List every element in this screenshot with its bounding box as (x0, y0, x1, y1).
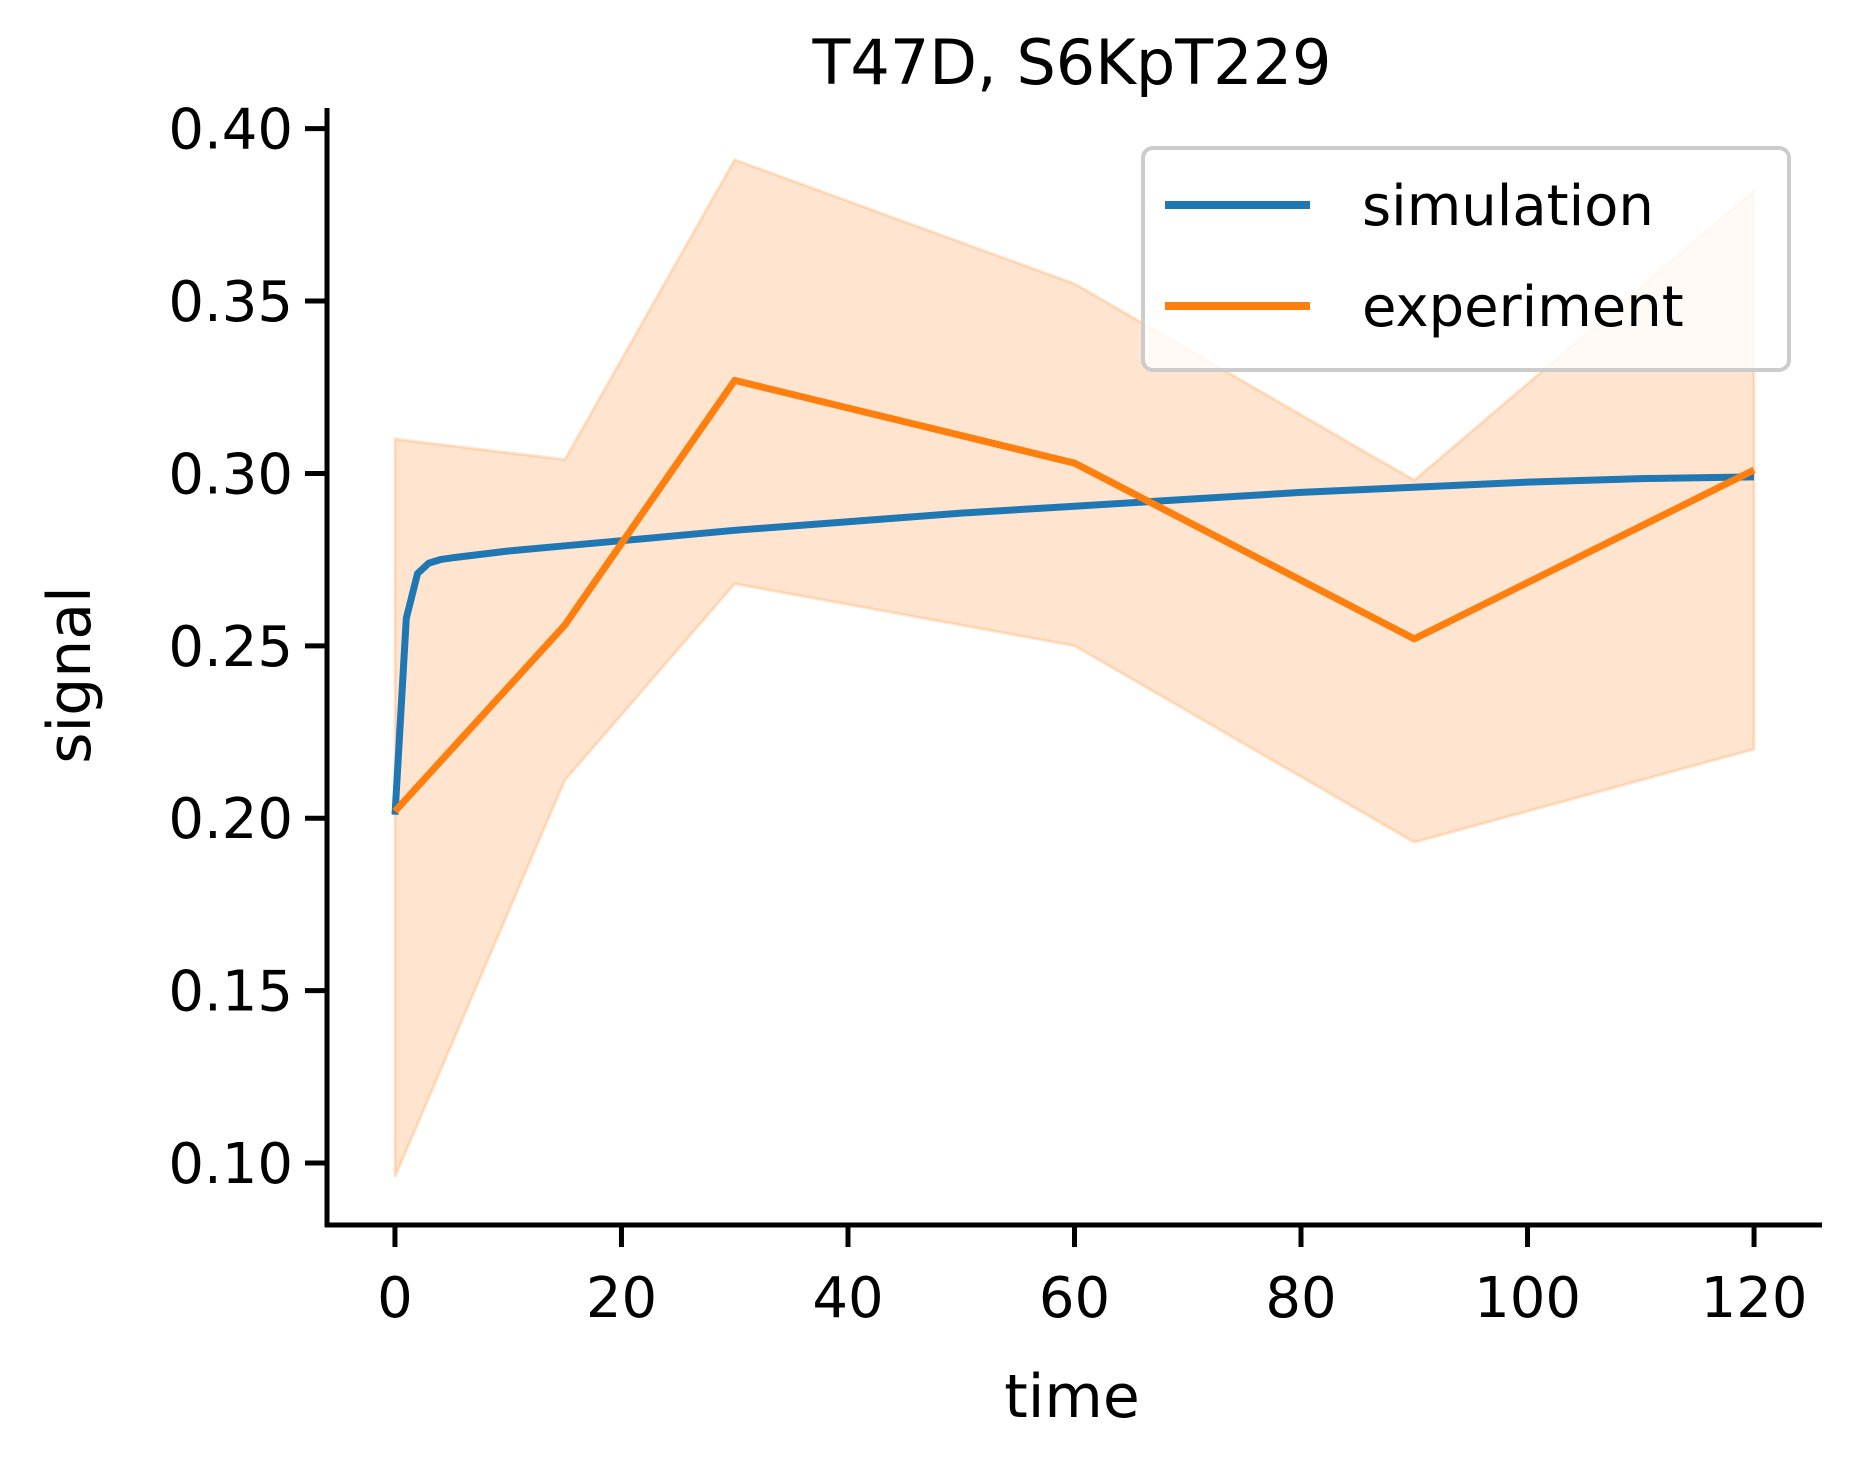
confidence-band-layer (393, 157, 1756, 1178)
x-axis-title: time (1004, 1362, 1140, 1432)
experiment-confidence-band (393, 157, 1756, 1178)
x-tick-label: 0 (377, 1266, 413, 1331)
y-tick-label: 0.15 (168, 960, 293, 1025)
series-line-layer (391, 376, 1756, 815)
y-tick-label: 0.25 (168, 615, 293, 680)
y-tick-label: 0.40 (168, 98, 293, 163)
chart-title: T47D, S6KpT229 (812, 26, 1332, 99)
y-axis-title: signal (35, 586, 105, 763)
x-tick-label: 100 (1474, 1266, 1581, 1331)
x-tick-label: 80 (1265, 1266, 1336, 1331)
y-tick-label: 0.20 (168, 787, 293, 852)
legend-label-simulation: simulation (1362, 174, 1654, 239)
y-tick-label: 0.10 (168, 1132, 293, 1197)
legend: simulation experiment (1141, 146, 1791, 372)
legend-label-experiment: experiment (1362, 275, 1684, 340)
x-tick-label: 120 (1701, 1266, 1808, 1331)
x-tick-label: 40 (812, 1266, 883, 1331)
y-tick-label: 0.35 (168, 270, 293, 335)
x-tick-label: 60 (1039, 1266, 1110, 1331)
axes-layer: 0 20 40 60 80 100 120 0.10 0.15 0.20 0.25 0.30 0.35 0… (168, 98, 1822, 1331)
x-tick-label: 20 (586, 1266, 657, 1331)
experiment-series-line (392, 376, 1756, 814)
simulation-series-line (391, 473, 1755, 815)
y-tick-label: 0.30 (168, 442, 293, 507)
